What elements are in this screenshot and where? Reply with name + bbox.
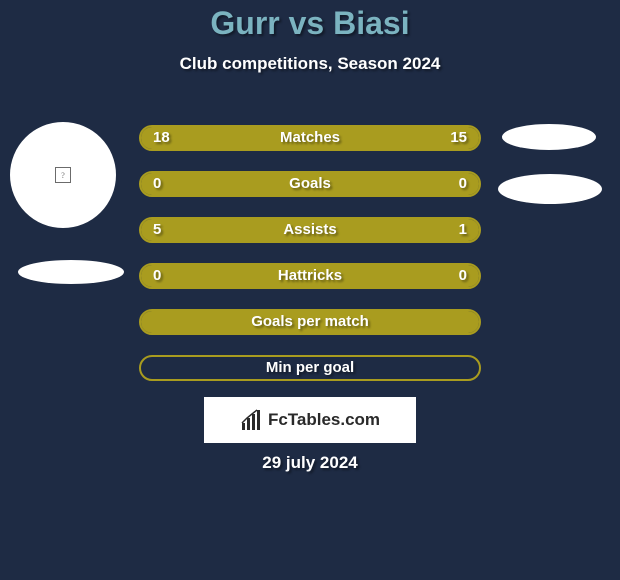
stat-row: Min per goal (139, 355, 481, 381)
bar-val-right: 0 (459, 173, 467, 195)
stats-bars: Matches1815Goals00Assists51Hattricks00Go… (139, 125, 481, 401)
bar-val-left: 5 (153, 219, 161, 241)
bar-val-right: 0 (459, 265, 467, 287)
brand-bars-icon (240, 408, 264, 432)
stat-row: Assists5 1 (139, 217, 481, 243)
bar-val-right: 1 (459, 219, 467, 241)
stat-row: Goals per match (139, 309, 481, 335)
page-title: Gurr vs Biasi (0, 0, 620, 42)
bar-label: Goals per match (141, 311, 479, 333)
bar-val-left: 18 (153, 127, 170, 149)
player-right-avatar (502, 124, 596, 150)
player-right-shadow (498, 174, 602, 204)
bar-val-left: 0 (153, 173, 161, 195)
bar-label: Matches (141, 127, 479, 149)
bar-label: Hattricks (141, 265, 479, 287)
comparison-widget: Gurr vs Biasi Club competitions, Season … (0, 0, 620, 580)
brand-text: FcTables.com (268, 410, 380, 430)
player-left-shadow (18, 260, 124, 284)
stat-row: Matches18 15 (139, 125, 481, 151)
brand-badge: FcTables.com (204, 397, 416, 443)
bar-label: Assists (141, 219, 479, 241)
missing-image-icon: ? (55, 167, 71, 183)
date-text: 29 july 2024 (0, 453, 620, 473)
bar-val-left: 0 (153, 265, 161, 287)
stat-row: Hattricks0 0 (139, 263, 481, 289)
player-left-avatar: ? (10, 122, 116, 228)
bar-label: Min per goal (141, 357, 479, 379)
subtitle: Club competitions, Season 2024 (0, 54, 620, 74)
stat-row: Goals0 0 (139, 171, 481, 197)
bar-label: Goals (141, 173, 479, 195)
bar-val-right: 15 (450, 127, 467, 149)
